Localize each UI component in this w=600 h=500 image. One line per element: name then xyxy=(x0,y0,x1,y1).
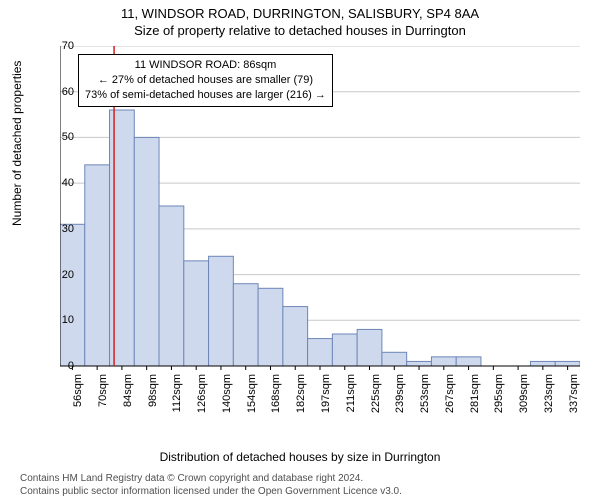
x-tick-label: 84sqm xyxy=(122,374,134,424)
x-tick-label: 225sqm xyxy=(370,374,382,424)
x-tick-label: 323sqm xyxy=(543,374,555,424)
x-tick-label: 154sqm xyxy=(246,374,258,424)
chart-area: 11 WINDSOR ROAD: 86sqm ← 27% of detached… xyxy=(60,46,580,406)
histogram-bar xyxy=(159,206,184,366)
x-axis-label: Distribution of detached houses by size … xyxy=(0,450,600,464)
histogram-bar xyxy=(332,334,357,366)
footer-line-2: Contains public sector information licen… xyxy=(20,486,402,499)
annotation-line-3: 73% of semi-detached houses are larger (… xyxy=(85,88,326,103)
histogram-bar xyxy=(357,329,382,366)
y-tick-label: 60 xyxy=(44,86,74,98)
histogram-bar xyxy=(308,339,333,366)
histogram-bar xyxy=(382,352,407,366)
x-tick-label: 112sqm xyxy=(171,374,183,424)
x-tick-label: 253sqm xyxy=(419,374,431,424)
x-tick-label: 267sqm xyxy=(444,374,456,424)
annotation-box: 11 WINDSOR ROAD: 86sqm ← 27% of detached… xyxy=(78,54,333,107)
footer-attribution: Contains HM Land Registry data © Crown c… xyxy=(20,473,402,498)
x-tick-label: 281sqm xyxy=(469,374,481,424)
histogram-bar xyxy=(456,357,481,366)
histogram-bar xyxy=(258,288,283,366)
footer-line-1: Contains HM Land Registry data © Crown c… xyxy=(20,473,402,486)
x-tick-label: 98sqm xyxy=(147,374,159,424)
histogram-bar xyxy=(184,261,209,366)
y-tick-label: 20 xyxy=(44,269,74,281)
x-tick-label: 309sqm xyxy=(518,374,530,424)
x-tick-label: 56sqm xyxy=(72,374,84,424)
x-tick-label: 211sqm xyxy=(345,374,357,424)
y-tick-label: 50 xyxy=(44,131,74,143)
x-tick-label: 182sqm xyxy=(295,374,307,424)
histogram-bar xyxy=(283,307,308,366)
annotation-line-1: 11 WINDSOR ROAD: 86sqm xyxy=(85,58,326,73)
y-tick-label: 10 xyxy=(44,314,74,326)
chart-subtitle: Size of property relative to detached ho… xyxy=(0,21,600,38)
histogram-bar xyxy=(60,224,85,366)
y-tick-label: 40 xyxy=(44,177,74,189)
y-tick-label: 0 xyxy=(44,360,74,372)
x-tick-label: 126sqm xyxy=(196,374,208,424)
histogram-bar xyxy=(233,284,258,366)
histogram-bar xyxy=(110,110,135,366)
x-tick-label: 337sqm xyxy=(568,374,580,424)
histogram-bar xyxy=(530,361,555,366)
histogram-bar xyxy=(209,256,234,366)
histogram-bar xyxy=(431,357,456,366)
x-tick-label: 140sqm xyxy=(221,374,233,424)
x-tick-label: 168sqm xyxy=(270,374,282,424)
y-axis-label: Number of detached properties xyxy=(10,61,24,226)
histogram-bar xyxy=(407,361,432,366)
x-tick-label: 239sqm xyxy=(394,374,406,424)
chart-title: 11, WINDSOR ROAD, DURRINGTON, SALISBURY,… xyxy=(0,0,600,21)
y-tick-label: 70 xyxy=(44,40,74,52)
y-tick-label: 30 xyxy=(44,223,74,235)
histogram-bar xyxy=(555,361,580,366)
histogram-bar xyxy=(134,137,159,366)
x-tick-label: 295sqm xyxy=(493,374,505,424)
annotation-line-2: ← 27% of detached houses are smaller (79… xyxy=(85,73,326,88)
x-tick-label: 70sqm xyxy=(97,374,109,424)
x-tick-label: 197sqm xyxy=(320,374,332,424)
histogram-bar xyxy=(85,165,110,366)
